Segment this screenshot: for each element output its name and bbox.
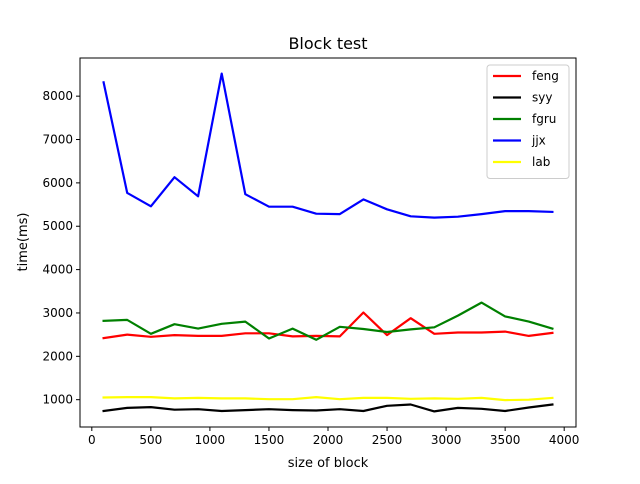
y-tick-label: 7000 <box>42 133 73 147</box>
legend-label-lab: lab <box>532 155 550 169</box>
y-tick-label: 4000 <box>42 263 73 277</box>
y-tick-label: 3000 <box>42 306 73 320</box>
x-tick-label: 3500 <box>490 433 521 447</box>
x-tick-label: 1500 <box>254 433 285 447</box>
series-line-lab <box>102 396 554 402</box>
x-tick-label: 1000 <box>195 433 226 447</box>
x-tick-label: 500 <box>139 433 162 447</box>
legend-label-fgru: fgru <box>532 112 556 126</box>
y-tick-label: 2000 <box>42 349 73 363</box>
x-tick-label: 3000 <box>431 433 462 447</box>
x-tick-label: 2500 <box>372 433 403 447</box>
legend: feng syy fgru jjx lab <box>486 64 570 179</box>
x-tick-label: 0 <box>88 433 96 447</box>
x-tick-label: 2000 <box>313 433 344 447</box>
y-axis-label: time(ms) <box>16 213 31 272</box>
legend-label-syy: syy <box>532 91 552 105</box>
y-tick-label: 1000 <box>42 393 73 407</box>
x-tick-label: 4000 <box>549 433 580 447</box>
y-tick-label: 6000 <box>42 176 73 190</box>
legend-box <box>486 64 570 179</box>
y-axis: 1000 2000 3000 4000 5000 6000 7000 8000 <box>42 89 80 407</box>
chart-title: Block test <box>288 34 367 53</box>
legend-label-feng: feng <box>532 69 559 83</box>
series-line-fgru <box>102 301 554 341</box>
x-axis: 0 500 1000 1500 2000 2500 3000 3500 4000 <box>88 427 579 447</box>
series-line-syy <box>102 403 554 413</box>
series-lines <box>102 72 554 413</box>
y-tick-label: 5000 <box>42 219 73 233</box>
series-line-jjx <box>102 72 554 219</box>
plot-frame <box>79 57 577 428</box>
legend-label-jjx: jjx <box>531 134 546 148</box>
x-axis-label: size of block <box>288 456 369 471</box>
y-tick-label: 8000 <box>42 89 73 103</box>
series-line-feng <box>102 311 554 340</box>
